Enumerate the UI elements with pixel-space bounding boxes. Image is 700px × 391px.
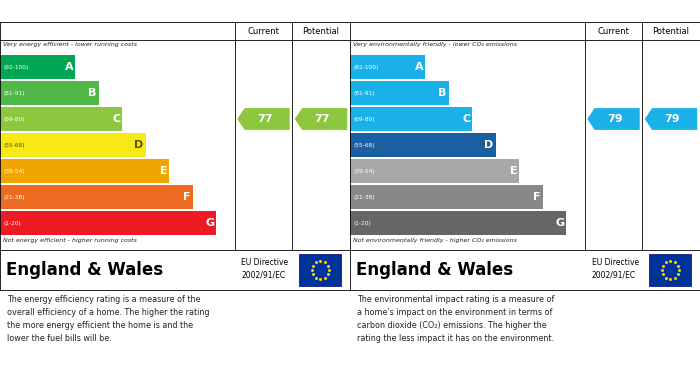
Text: (1-20): (1-20) bbox=[3, 221, 21, 226]
Text: G: G bbox=[555, 218, 564, 228]
Text: E: E bbox=[510, 166, 517, 176]
Text: (55-68): (55-68) bbox=[353, 142, 375, 147]
Text: Current: Current bbox=[248, 27, 279, 36]
Text: EU Directive
2002/91/EC: EU Directive 2002/91/EC bbox=[592, 258, 638, 280]
Text: Environmental Impact (CO₂) Rating: Environmental Impact (CO₂) Rating bbox=[355, 6, 574, 16]
Text: Current: Current bbox=[598, 27, 629, 36]
Text: Potential: Potential bbox=[302, 27, 340, 36]
Text: Very energy efficient - lower running costs: Very energy efficient - lower running co… bbox=[3, 42, 137, 47]
Polygon shape bbox=[237, 108, 290, 130]
Text: (21-38): (21-38) bbox=[353, 194, 375, 199]
Text: B: B bbox=[88, 88, 97, 98]
Text: (81-91): (81-91) bbox=[353, 90, 375, 95]
Text: A: A bbox=[414, 62, 424, 72]
Text: C: C bbox=[462, 114, 470, 124]
Text: G: G bbox=[205, 218, 214, 228]
Polygon shape bbox=[295, 108, 347, 130]
Text: Not energy efficient - higher running costs: Not energy efficient - higher running co… bbox=[3, 238, 137, 243]
Bar bbox=[650, 255, 692, 285]
Bar bbox=[0, 159, 169, 183]
Text: B: B bbox=[438, 88, 447, 98]
Text: (92-100): (92-100) bbox=[3, 65, 29, 70]
Text: 79: 79 bbox=[664, 114, 680, 124]
Text: Not environmentally friendly - higher CO₂ emissions: Not environmentally friendly - higher CO… bbox=[353, 238, 517, 243]
Text: C: C bbox=[112, 114, 120, 124]
Text: The energy efficiency rating is a measure of the
overall efficiency of a home. T: The energy efficiency rating is a measur… bbox=[7, 295, 209, 343]
Text: EU Directive
2002/91/EC: EU Directive 2002/91/EC bbox=[241, 258, 288, 280]
Bar bbox=[350, 211, 566, 235]
Bar bbox=[350, 55, 425, 79]
Bar bbox=[350, 133, 496, 157]
Bar bbox=[350, 159, 519, 183]
Text: (1-20): (1-20) bbox=[353, 221, 371, 226]
Bar bbox=[0, 211, 216, 235]
Text: Potential: Potential bbox=[652, 27, 690, 36]
Text: England & Wales: England & Wales bbox=[6, 261, 163, 279]
Text: (21-38): (21-38) bbox=[3, 194, 25, 199]
Text: D: D bbox=[484, 140, 494, 150]
Text: England & Wales: England & Wales bbox=[356, 261, 513, 279]
Bar bbox=[0, 107, 122, 131]
Text: 77: 77 bbox=[314, 114, 330, 124]
Bar bbox=[0, 185, 193, 209]
Bar bbox=[0, 81, 99, 105]
Text: E: E bbox=[160, 166, 167, 176]
Text: F: F bbox=[533, 192, 540, 202]
Text: 77: 77 bbox=[257, 114, 272, 124]
Polygon shape bbox=[645, 108, 697, 130]
Text: Energy Efficiency Rating: Energy Efficiency Rating bbox=[6, 6, 158, 16]
Bar bbox=[0, 55, 75, 79]
Text: Very environmentally friendly - lower CO₂ emissions: Very environmentally friendly - lower CO… bbox=[353, 42, 517, 47]
Polygon shape bbox=[587, 108, 640, 130]
Bar bbox=[0, 133, 146, 157]
Bar bbox=[350, 107, 472, 131]
Text: The environmental impact rating is a measure of
a home's impact on the environme: The environmental impact rating is a mea… bbox=[357, 295, 554, 343]
Text: F: F bbox=[183, 192, 190, 202]
Text: 79: 79 bbox=[607, 114, 622, 124]
Text: (39-54): (39-54) bbox=[3, 169, 25, 174]
Text: (39-54): (39-54) bbox=[353, 169, 375, 174]
Text: (69-80): (69-80) bbox=[3, 117, 25, 122]
Text: (81-91): (81-91) bbox=[3, 90, 25, 95]
Bar bbox=[350, 81, 449, 105]
Text: A: A bbox=[64, 62, 74, 72]
Text: (92-100): (92-100) bbox=[353, 65, 379, 70]
Bar bbox=[350, 185, 542, 209]
Text: (55-68): (55-68) bbox=[3, 142, 25, 147]
Bar bbox=[300, 255, 342, 285]
Text: D: D bbox=[134, 140, 144, 150]
Text: (69-80): (69-80) bbox=[353, 117, 375, 122]
